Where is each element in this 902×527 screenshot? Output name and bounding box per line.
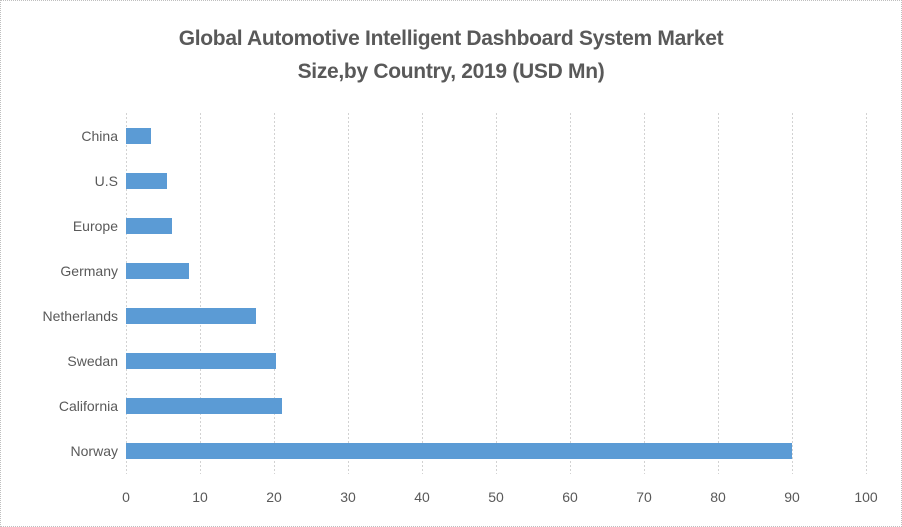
chart-title-line-2: Size,by Country, 2019 (USD Mn) [297, 60, 605, 83]
gridline [569, 113, 571, 474]
bar-netherlands [126, 308, 257, 325]
x-tick-label: 60 [562, 489, 578, 505]
plot-area [125, 113, 867, 474]
category-label: Europe [72, 217, 118, 234]
bar-u-s [126, 172, 167, 189]
category-label: U.S [94, 172, 118, 189]
gridline [865, 113, 867, 474]
bar-europe [126, 217, 172, 234]
x-axis: 0 10 20 30 40 50 60 70 80 90 100 [122, 489, 878, 509]
x-tick-label: 70 [636, 489, 652, 505]
bar-california [126, 398, 283, 415]
gridline [273, 113, 275, 474]
category-label: China [81, 127, 118, 144]
bar-germany [126, 262, 189, 279]
x-tick-label: 30 [340, 489, 356, 505]
gridline [717, 113, 719, 474]
bar-norway [126, 443, 792, 460]
gridline [643, 113, 645, 474]
x-tick-label: 50 [488, 489, 504, 505]
category-label: California [58, 398, 118, 415]
category-label: Germany [60, 262, 118, 279]
x-tick-label: 0 [122, 489, 130, 505]
x-tick-label: 100 [854, 489, 878, 505]
category-label: Swedan [67, 353, 118, 370]
chart-title-line-1: Global Automotive Intelligent Dashboard … [178, 27, 724, 50]
x-tick-label: 80 [710, 489, 726, 505]
chart-title: Global Automotive Intelligent Dashboard … [1, 22, 901, 88]
gridline [347, 113, 349, 474]
category-label: Norway [70, 443, 118, 460]
x-tick-label: 10 [192, 489, 208, 505]
bar-swedan [126, 353, 277, 370]
x-tick-label: 20 [266, 489, 282, 505]
gridline [421, 113, 423, 474]
category-axis: China U.S Europe Germany Netherlands Swedan Ca… [1, 113, 119, 474]
gridline [125, 113, 127, 474]
category-label: Netherlands [42, 308, 119, 325]
gridline [199, 113, 201, 474]
gridline [791, 113, 793, 474]
x-tick-label: 90 [784, 489, 800, 505]
gridline [495, 113, 497, 474]
x-tick-label: 40 [414, 489, 430, 505]
bar-china [126, 127, 152, 144]
